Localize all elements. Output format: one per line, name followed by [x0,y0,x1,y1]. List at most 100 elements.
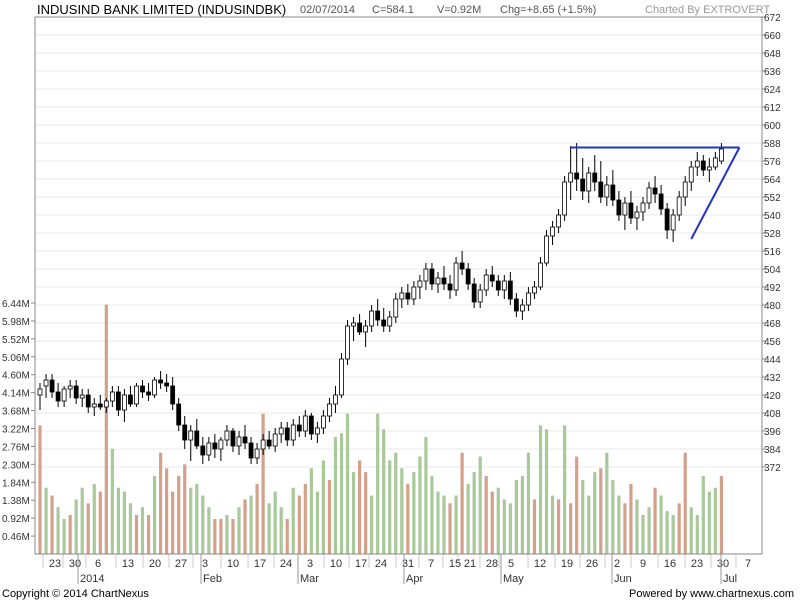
x-month-label: Jul [723,573,737,585]
price-tick-label: 444 [764,355,781,366]
candle-body [640,202,646,213]
volume-bar [563,425,567,554]
volume-bar [520,476,524,554]
volume-bar [315,491,319,554]
volume-bar [683,452,687,554]
candle-body [296,424,302,432]
volume-bar [665,511,669,554]
volume-bar [116,487,120,554]
candle-body [381,319,387,327]
candle-body [447,283,453,291]
volume-bar [629,483,633,554]
volume-bar [327,479,332,554]
powered-by-text: Powered by www.chartnexus.com [629,588,794,600]
candle-body [387,316,393,327]
candle-body [321,415,326,429]
candle-body [67,385,73,390]
candle-body [140,385,145,393]
candle-body [224,430,230,441]
price-tick-label: 600 [764,121,781,132]
x-day-label: 10 [227,558,239,570]
volume-bar [382,429,386,554]
volume-bar [496,487,500,554]
candle-body [405,292,411,300]
volume-bar [38,425,42,554]
candle-body [37,388,43,396]
x-month-label: May [503,573,524,585]
volume-bar [713,487,717,554]
volume-bar [526,452,531,554]
x-day-label: 15 [449,558,461,570]
candle-body [115,391,121,411]
price-tick-label: 408 [764,409,781,420]
volume-bar [219,518,223,554]
candle-body [61,388,67,402]
price-tick-label: 384 [764,445,781,456]
volume-bar [177,476,181,554]
x-day-label: 20 [149,558,161,570]
volume-bar [406,483,410,554]
candle-body [109,391,115,402]
volume-bar [50,495,54,554]
volume-tick-label: 0.46M [2,532,30,543]
price-tick-label: 456 [764,337,781,348]
candle-body [79,394,85,399]
x-day-label: 21 [464,558,476,570]
volume-bar [478,456,482,554]
x-day-label: 3 [202,558,208,570]
price-tick-label: 372 [764,463,781,474]
candle-body [688,166,694,183]
candle-body [628,202,634,219]
volume-bar [297,495,301,554]
volume-bar [273,491,277,554]
volume-bar [635,499,639,554]
volume-tick-label: 1.38M [2,496,30,507]
candle-body [206,442,212,456]
price-tick-label: 648 [764,49,781,60]
x-month-label: Apr [406,573,423,585]
candle-body [333,394,338,405]
candle-body [610,184,616,201]
volume-bar [237,507,241,554]
candle-body [670,214,676,231]
volume-bar [641,515,645,554]
candle-body [568,172,574,183]
candle-body [134,385,139,405]
x-day-label: 23 [49,558,61,570]
copyright-text: Copyright © 2014 ChartNexus [2,588,149,600]
candle-body [489,274,495,282]
x-month-label: Jun [614,573,632,585]
volume-bar [159,452,163,554]
candle-body [477,289,483,303]
candle-body [682,181,688,198]
candle-body [146,391,151,396]
volume-bar [333,437,338,554]
volume-bar [351,472,356,554]
candle-body [242,436,248,444]
volume-bar [502,499,506,554]
volume-bar [581,479,585,554]
candle-body [634,211,640,219]
volume-bar [104,304,108,554]
price-tick-label: 468 [764,319,781,330]
volume-bar [544,429,549,554]
volume-bar [303,483,307,554]
candle-body [152,379,157,396]
volume-bar [376,413,380,554]
x-day-label: 30 [69,558,81,570]
volume-bar [56,507,60,554]
candle-body [272,433,278,447]
candle-body [556,214,561,228]
volume-bar [400,468,404,554]
candle-body [236,436,242,447]
grid-layer [35,16,762,568]
volume-bar [424,437,428,554]
volume-tick-label: 1.84M [2,478,30,489]
candle-body [351,322,356,327]
candle-body [91,403,97,408]
volume-bar [550,495,555,554]
volume-tick-label: 5.52M [2,335,30,346]
volume-bar [357,460,362,554]
candle-body [327,403,332,417]
candle-body [73,385,79,399]
